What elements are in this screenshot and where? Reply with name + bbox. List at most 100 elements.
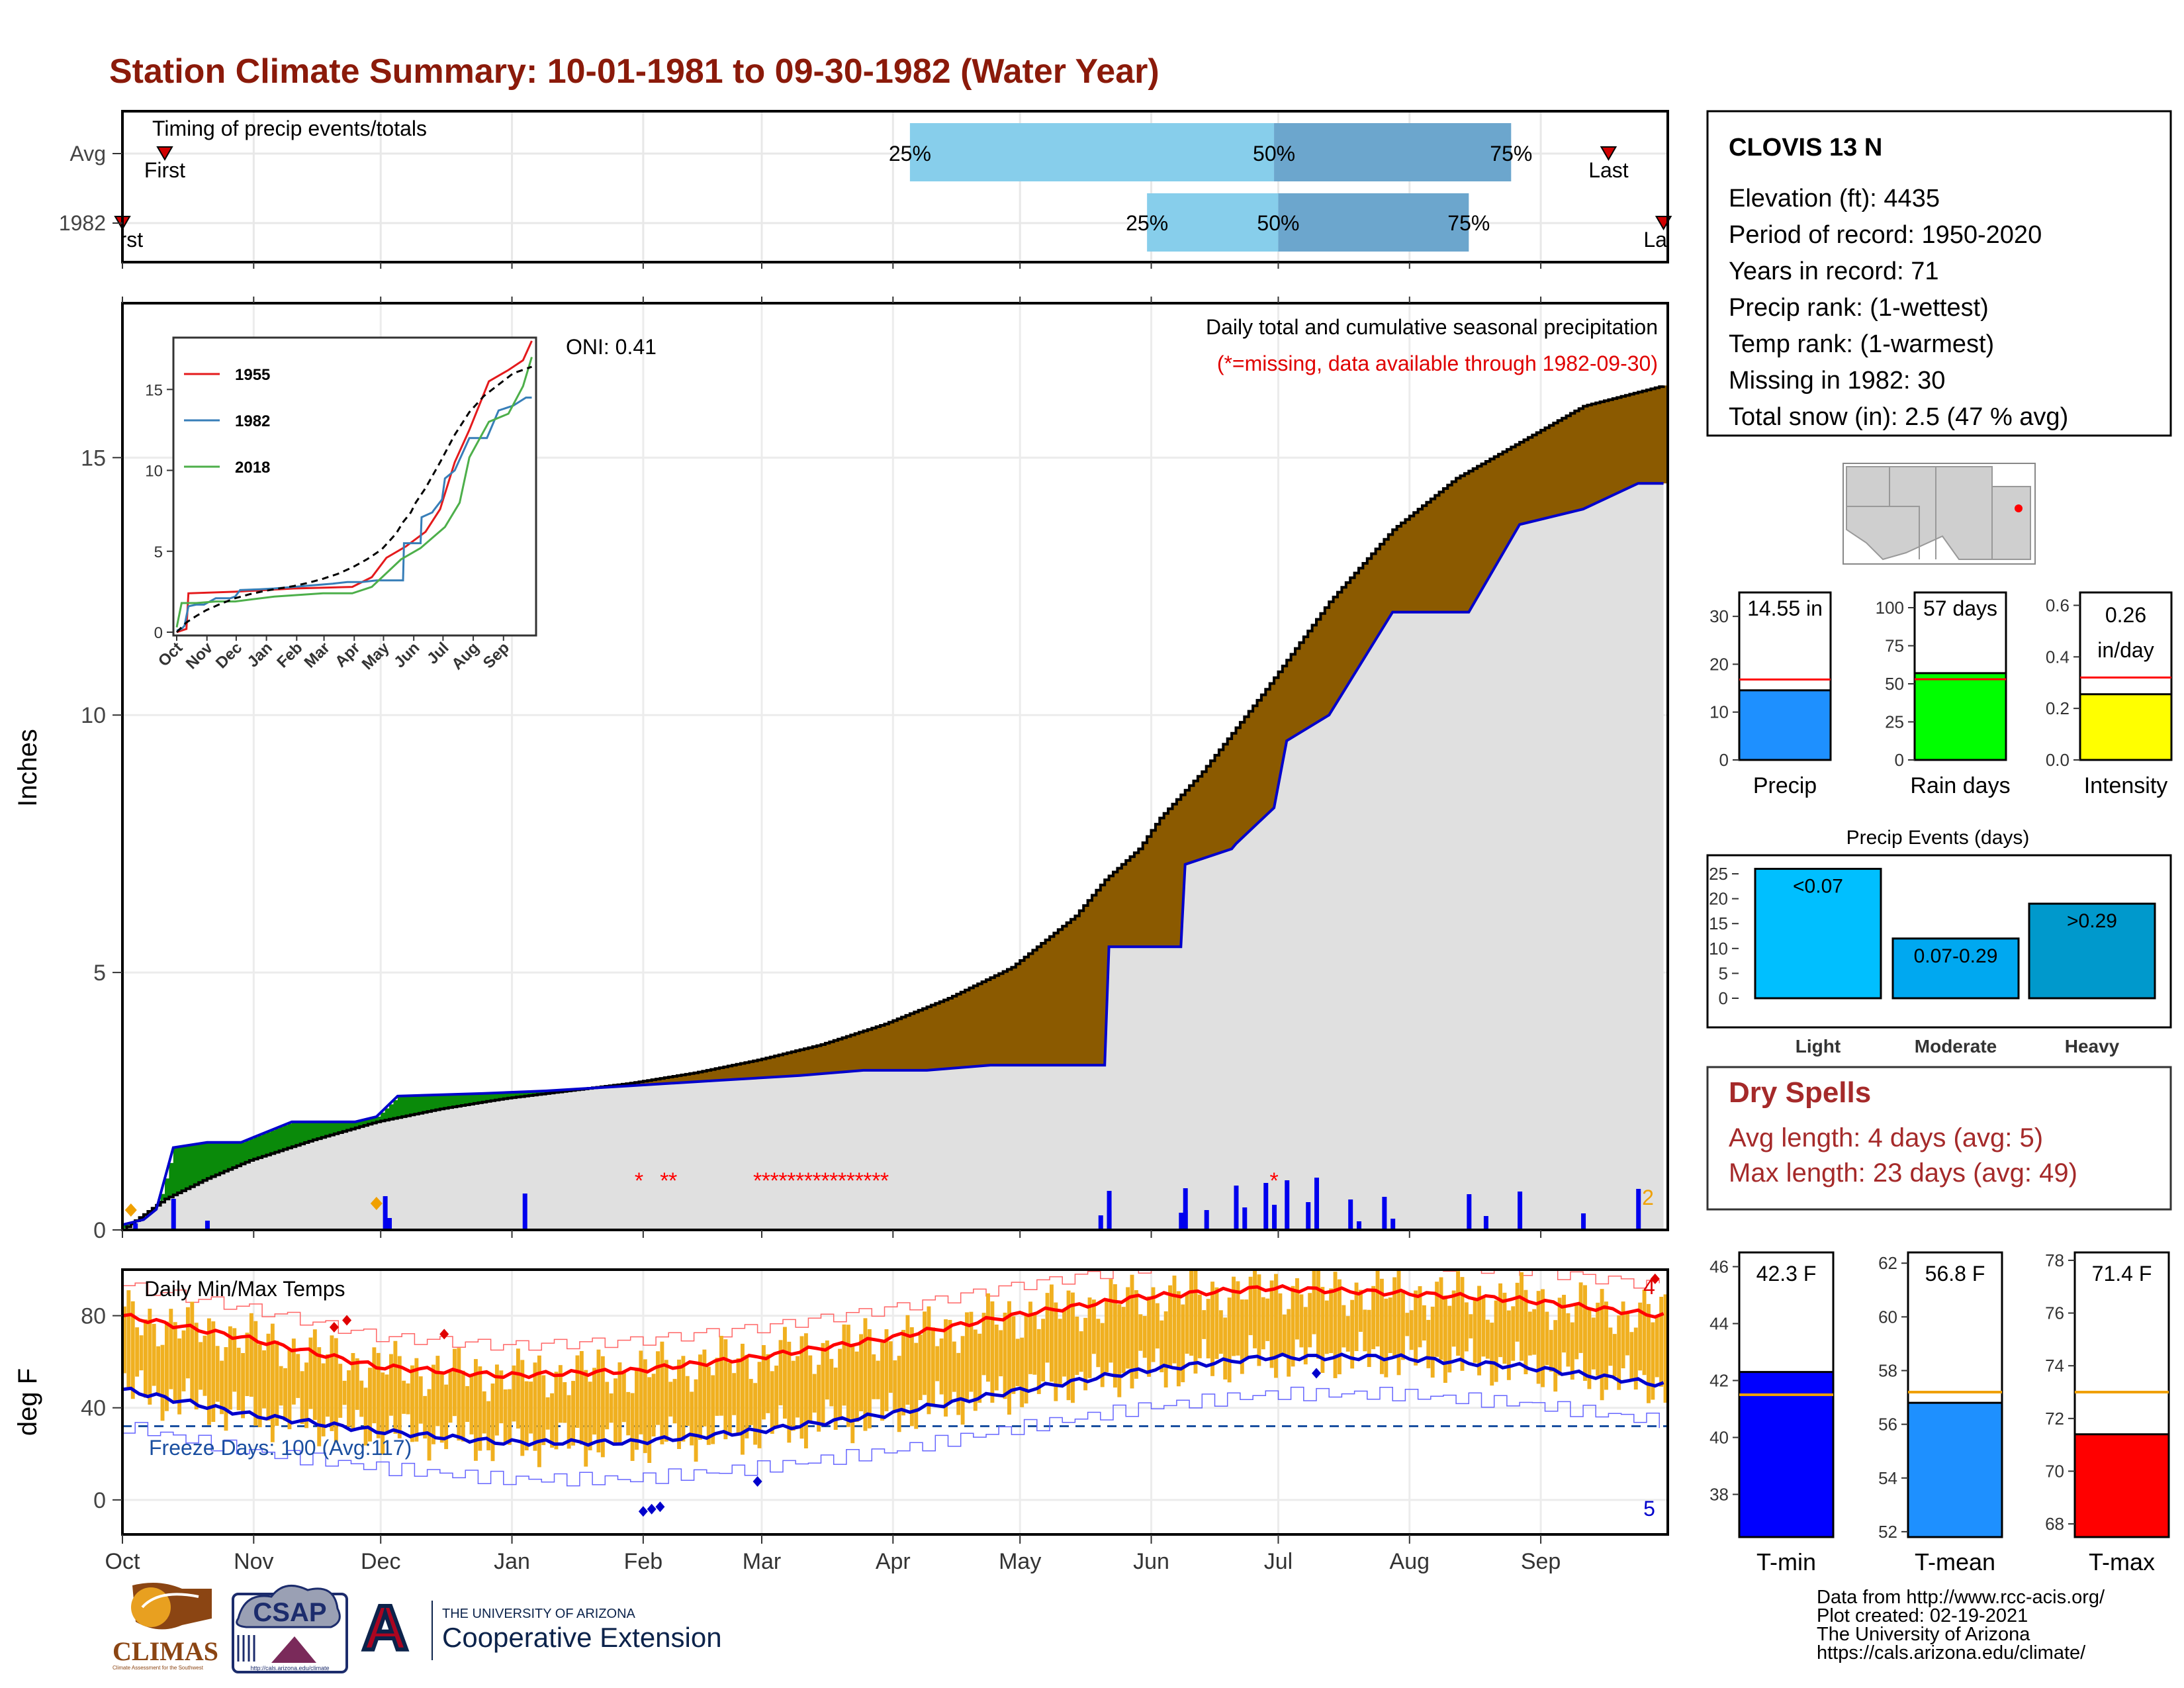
daily-temp-bar	[177, 1338, 182, 1415]
inset-legend-1982: 1982	[235, 412, 270, 430]
daily-temp-bar	[1345, 1316, 1350, 1352]
daily-temp-bar	[1202, 1310, 1206, 1339]
missing-marker: *	[846, 1168, 855, 1194]
daily-temp-bar	[893, 1360, 897, 1412]
daily-temp-bar	[1050, 1284, 1054, 1382]
daily-temp-bar	[888, 1341, 893, 1393]
daily-temp-bar	[1066, 1290, 1071, 1401]
daily-temp-bar	[690, 1391, 694, 1446]
temp-bar-ytick: 62	[1878, 1253, 1897, 1273]
daily-temp-bar	[1227, 1297, 1232, 1383]
station-line: Years in record: 71	[1729, 258, 1939, 285]
daily-temp-bar	[211, 1321, 216, 1423]
daily-temp-bar	[850, 1344, 855, 1444]
daily-temp-bar	[609, 1393, 614, 1423]
mini-bar-ytick: 0	[1895, 750, 1904, 770]
daily-temp-bar	[550, 1393, 555, 1448]
events-bar-text: 0.07-0.29	[1914, 945, 1998, 967]
daily-temp-bar	[1621, 1301, 1625, 1369]
daily-temp-bar	[931, 1327, 935, 1405]
daily-temp-bar	[1426, 1319, 1431, 1368]
daily-temp-bar	[1633, 1327, 1638, 1390]
csap-logo: CSAP http://cals.arizona.edu/climate	[232, 1585, 348, 1673]
daily-temp-bar	[432, 1364, 435, 1444]
events-bar-label: Heavy	[2065, 1036, 2120, 1056]
daily-temp-bar	[1054, 1302, 1058, 1401]
daily-temp-bar	[846, 1325, 850, 1427]
daily-temp-bar	[1409, 1310, 1414, 1350]
events-ytick: 20	[1709, 889, 1728, 909]
precip-ytick: 0	[93, 1218, 106, 1243]
avg-25-50-bar	[909, 123, 1275, 181]
missing-marker: *	[787, 1168, 796, 1194]
daily-precip-bar	[1314, 1178, 1320, 1230]
daily-temp-bar	[990, 1301, 995, 1403]
daily-temp-bar	[494, 1364, 499, 1436]
daily-temp-bar	[1527, 1311, 1532, 1356]
daily-temp-bar	[448, 1372, 453, 1423]
daily-temp-bar	[1638, 1302, 1643, 1371]
daily-temp-bar	[706, 1366, 711, 1445]
mini-bar-ytick: 50	[1885, 674, 1904, 694]
daily-precip-bar	[1636, 1189, 1641, 1230]
daily-precip-bar	[1183, 1188, 1188, 1230]
daily-temp-bar	[393, 1340, 398, 1434]
daily-temp-bar	[220, 1360, 224, 1415]
daily-temp-bar	[1087, 1297, 1092, 1378]
daily-temp-bar	[796, 1356, 800, 1418]
daily-temp-bar	[1642, 1289, 1647, 1376]
station-line: Elevation (ft): 4435	[1729, 185, 1940, 212]
missing-marker: *	[796, 1168, 804, 1194]
daily-temp-bar	[228, 1326, 232, 1410]
daily-temp-bar	[473, 1359, 478, 1461]
daily-temp-bar	[596, 1349, 601, 1453]
daily-precip-bar	[171, 1199, 176, 1230]
avg-last-label: Last	[1588, 158, 1629, 182]
avg-first-marker	[156, 146, 173, 161]
daily-temp-bar	[185, 1307, 190, 1379]
daily-temp-bar	[948, 1319, 952, 1403]
daily-temp-bar	[257, 1344, 262, 1428]
daily-precip-bar	[1348, 1199, 1353, 1230]
daily-temp-bar	[1545, 1311, 1549, 1366]
daily-temp-bar	[1506, 1310, 1511, 1380]
timing-row-1982: 1982	[59, 211, 106, 235]
tmin-avg-line	[122, 1352, 1664, 1447]
mini-bar-fill	[1913, 672, 2007, 761]
daily-temp-bar	[160, 1344, 165, 1421]
daily-temp-bar	[245, 1333, 250, 1396]
station-line: Precip rank: (1-wettest)	[1729, 294, 1989, 322]
daily-temp-bar	[1392, 1277, 1397, 1356]
daily-temp-bar	[452, 1348, 457, 1417]
y1982-50-75-bar	[1278, 193, 1469, 252]
daily-temp-bar	[1109, 1279, 1113, 1363]
daily-temp-bar	[296, 1354, 300, 1398]
month-tick-aug: Aug	[1390, 1549, 1430, 1574]
daily-temp-bar	[880, 1342, 885, 1421]
daily-temp-bar	[1193, 1270, 1198, 1374]
daily-temp-bar	[923, 1311, 927, 1395]
daily-temp-bar	[994, 1324, 999, 1391]
temp-bar-value: 42.3 F	[1756, 1262, 1817, 1286]
daily-temp-bar	[770, 1371, 774, 1434]
daily-temp-bar	[867, 1329, 872, 1429]
temp-bar-ytick: 44	[1709, 1314, 1729, 1334]
daily-temp-bar	[909, 1327, 914, 1427]
daily-temp-bar	[1515, 1282, 1520, 1342]
precip-ylabel: Inches	[13, 729, 42, 807]
daily-temp-bar	[1456, 1271, 1461, 1356]
daily-temp-bar	[275, 1340, 279, 1426]
daily-temp-bar	[533, 1362, 537, 1451]
record-low-marker	[638, 1506, 648, 1517]
daily-temp-bar	[372, 1347, 377, 1424]
daily-temp-bar	[986, 1293, 990, 1382]
daily-temp-bar	[745, 1354, 749, 1438]
daily-temp-bar	[872, 1354, 876, 1399]
daily-temp-bar	[199, 1342, 203, 1390]
daily-precip-bar	[1306, 1202, 1311, 1230]
daily-temp-bar	[1396, 1270, 1401, 1376]
daily-temp-bar	[1354, 1282, 1359, 1352]
daily-temp-bar	[1324, 1300, 1329, 1354]
summary-bar-charts: 0 10 20 30 14.55 in Precip 0 25 50 75 100 57 days Ra…	[1709, 591, 2173, 798]
events-ytick: 10	[1709, 939, 1728, 959]
